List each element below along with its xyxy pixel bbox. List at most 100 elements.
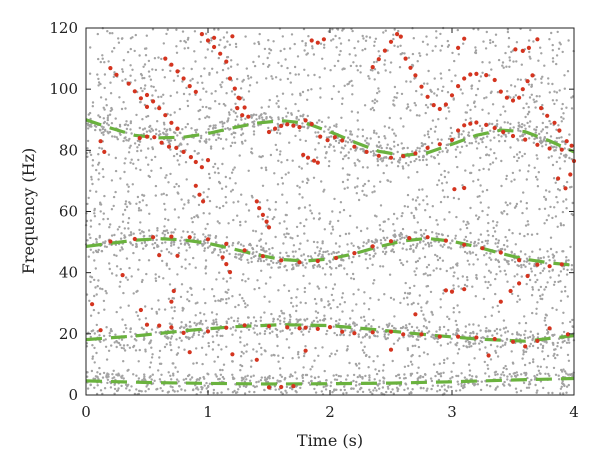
tracked-point <box>291 384 296 389</box>
noise-dot <box>141 89 144 93</box>
noise-dot <box>234 329 237 332</box>
noise-dot <box>267 105 270 108</box>
noise-dot <box>506 375 509 378</box>
noise-dot <box>558 136 561 140</box>
noise-dot <box>381 159 385 162</box>
noise-dot <box>485 153 489 156</box>
noise-dot <box>277 289 280 292</box>
noise-dot <box>398 258 402 262</box>
tracked-point <box>132 89 137 94</box>
noise-dot <box>365 194 368 197</box>
noise-dot <box>239 220 242 224</box>
noise-dot <box>128 146 131 149</box>
noise-dot <box>277 266 280 269</box>
noise-dot <box>488 61 491 64</box>
noise-dot <box>425 327 428 330</box>
noise-dot <box>217 299 220 302</box>
noise-dot <box>111 135 114 138</box>
noise-dot <box>320 298 323 301</box>
tracked-point <box>144 134 150 139</box>
noise-dot <box>447 106 450 110</box>
noise-dot <box>166 231 170 235</box>
noise-dot <box>440 385 444 388</box>
noise-dot <box>392 342 396 345</box>
tracked-point <box>108 239 113 244</box>
noise-dot <box>143 47 147 50</box>
noise-dot <box>511 259 514 262</box>
noise-dot <box>323 314 326 317</box>
noise-dot <box>382 157 385 160</box>
noise-dot <box>288 141 291 144</box>
noise-dot <box>418 52 421 55</box>
noise-dot <box>143 234 146 238</box>
noise-dot <box>551 216 554 220</box>
tracked-point <box>401 154 406 159</box>
noise-dot <box>541 346 545 350</box>
noise-dot <box>381 250 385 253</box>
noise-dot <box>277 354 280 357</box>
noise-dot <box>309 383 312 386</box>
noise-dot <box>173 306 176 309</box>
noise-dot <box>506 378 509 381</box>
noise-dot <box>254 230 258 233</box>
noise-dot <box>292 255 295 258</box>
noise-dot <box>425 389 428 392</box>
tracked-point <box>340 329 345 334</box>
noise-dot <box>449 341 452 344</box>
noise-dot <box>159 387 162 390</box>
noise-dot <box>416 196 419 199</box>
noise-dot <box>516 137 519 141</box>
noise-dot <box>332 299 335 302</box>
noise-dot <box>239 87 243 90</box>
noise-dot <box>466 220 469 224</box>
noise-dot <box>115 345 118 349</box>
noise-dot <box>136 146 139 149</box>
noise-dot <box>486 239 490 242</box>
noise-dot <box>277 360 280 363</box>
noise-dot <box>289 373 292 376</box>
noise-dot <box>333 124 336 128</box>
noise-dot <box>529 342 532 346</box>
noise-dot <box>86 155 89 158</box>
noise-dot <box>173 185 176 189</box>
noise-dot <box>521 123 524 126</box>
noise-dot <box>280 64 283 68</box>
noise-dot <box>353 162 356 165</box>
noise-dot <box>113 253 116 257</box>
noise-dot <box>457 197 460 201</box>
noise-dot <box>437 232 440 236</box>
noise-dot <box>347 257 351 260</box>
noise-dot <box>218 182 222 185</box>
noise-dot <box>197 330 201 334</box>
noise-dot <box>407 56 411 59</box>
noise-dot <box>101 168 105 171</box>
noise-dot <box>188 373 191 377</box>
tracked-point <box>486 353 491 358</box>
tracked-point <box>98 328 103 333</box>
noise-dot <box>295 309 298 313</box>
y-axis-title: Frequency (Hz) <box>19 148 38 275</box>
noise-dot <box>446 357 449 360</box>
noise-dot <box>399 117 402 120</box>
noise-dot <box>163 76 166 79</box>
noise-dot <box>127 368 130 372</box>
tracked-point <box>352 331 357 336</box>
noise-dot <box>103 86 106 90</box>
noise-dot <box>375 60 378 63</box>
noise-dot <box>305 218 308 221</box>
tracked-point <box>120 273 125 278</box>
noise-dot <box>560 385 563 388</box>
noise-dot <box>257 42 261 46</box>
model-line-1 <box>85 236 575 267</box>
noise-dot <box>366 227 369 230</box>
noise-dot <box>366 166 369 169</box>
noise-dot <box>516 373 519 377</box>
noise-dot <box>293 42 296 46</box>
noise-dot <box>435 94 439 97</box>
noise-dot <box>225 92 228 95</box>
noise-dot <box>258 155 261 158</box>
noise-dot <box>565 198 568 201</box>
noise-dot <box>321 346 324 349</box>
noise-dot <box>301 180 304 183</box>
noise-dot <box>507 131 510 135</box>
